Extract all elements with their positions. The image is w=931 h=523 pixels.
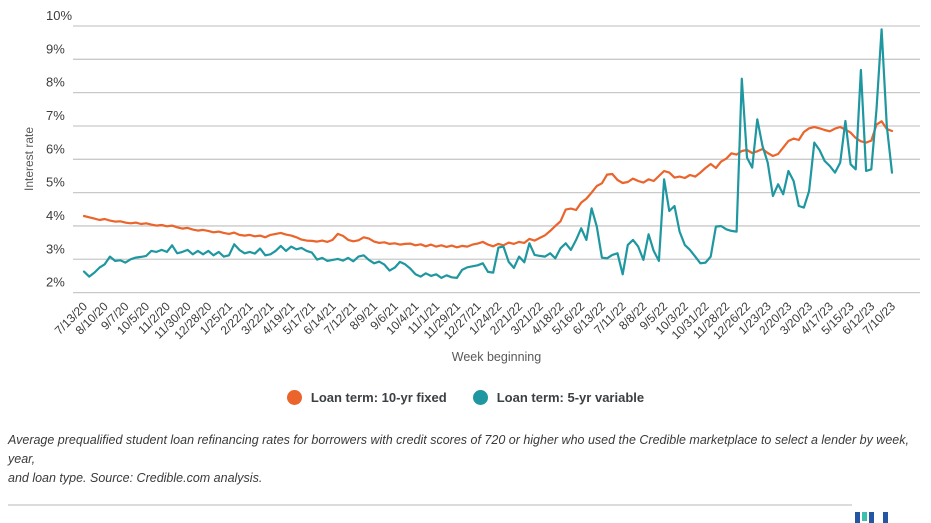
legend-item-10yr-fixed: Loan term: 10-yr fixed xyxy=(286,390,447,405)
logo-block-icon xyxy=(855,512,860,523)
chart-legend: Loan term: 10-yr fixed Loan term: 5-yr v… xyxy=(0,390,931,405)
legend-dot-orange xyxy=(286,390,302,405)
legend-item-5yr-variable: Loan term: 5-yr variable xyxy=(472,390,645,405)
logo-block-icon xyxy=(869,512,874,523)
y-tick-label: 6% xyxy=(46,141,65,156)
caption-line-1: Average prequalified student loan refina… xyxy=(8,433,909,466)
y-tick-label: 2% xyxy=(46,275,65,290)
caption-line-2: and loan type. Source: Credible.com anal… xyxy=(8,471,263,485)
logo-block-icon xyxy=(862,512,867,521)
legend-label-5yr-variable: Loan term: 5-yr variable xyxy=(496,390,645,405)
y-axis-title: Interest rate xyxy=(22,127,36,191)
y-tick-label: 7% xyxy=(46,108,65,123)
bottom-divider xyxy=(8,504,852,506)
legend-label-10yr-fixed: Loan term: 10-yr fixed xyxy=(310,390,447,405)
credible-logo-cropped xyxy=(855,512,890,523)
y-tick-label: 9% xyxy=(46,41,65,56)
x-axis-title: Week beginning xyxy=(452,350,541,364)
y-tick-label: 3% xyxy=(46,241,65,256)
y-tick-label: 5% xyxy=(46,175,65,190)
logo-block-icon xyxy=(883,512,888,523)
legend-dot-teal xyxy=(472,390,488,405)
y-tick-label: 8% xyxy=(46,75,65,90)
chart-caption: Average prequalified student loan refina… xyxy=(8,431,921,488)
series-line-1 xyxy=(82,28,894,279)
rates-line-chart: 10%9%8%7%6%5%4%3%2%Interest rate7/13/208… xyxy=(22,8,920,364)
y-tick-label: 10% xyxy=(46,8,72,23)
series-line-0 xyxy=(82,120,894,249)
y-tick-label: 4% xyxy=(46,208,65,223)
